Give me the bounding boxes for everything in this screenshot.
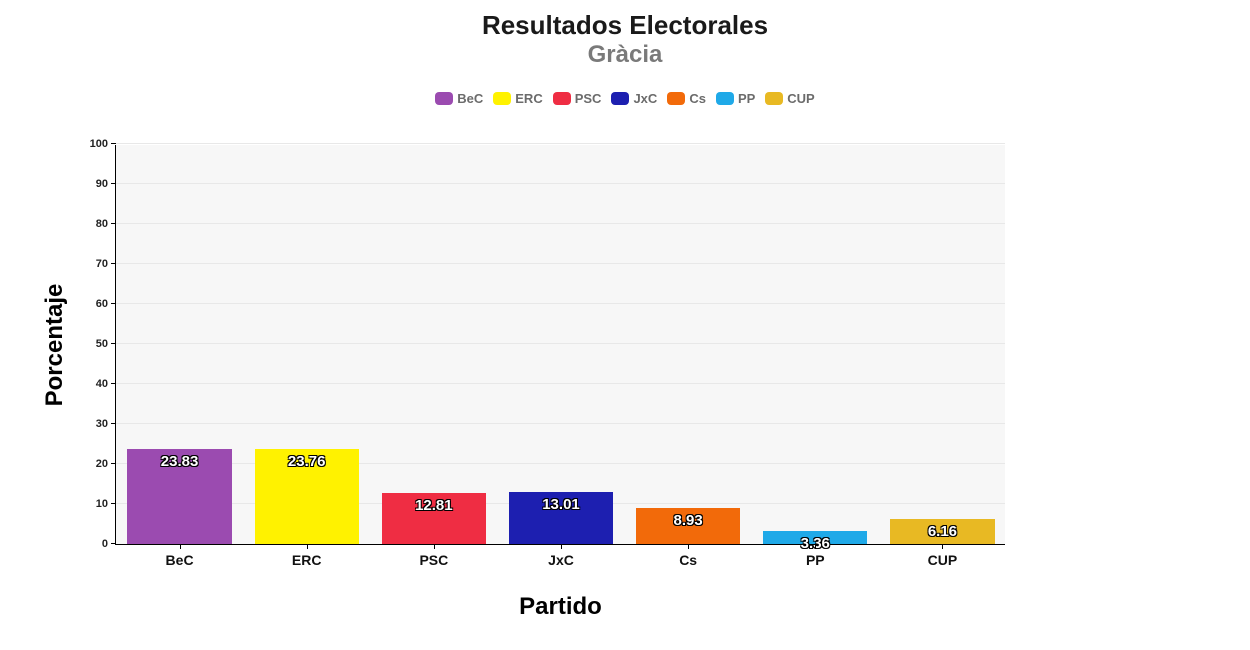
- ytick-label: 60: [96, 298, 116, 310]
- legend-item: ERC: [493, 91, 542, 106]
- xtick-label: BeC: [166, 544, 194, 568]
- legend-swatch: [667, 92, 685, 105]
- legend-swatch: [716, 92, 734, 105]
- ytick-label: 30: [96, 418, 116, 430]
- legend-swatch: [493, 92, 511, 105]
- legend-swatch: [553, 92, 571, 105]
- legend-label: CUP: [787, 91, 814, 106]
- bar: 3.36: [763, 531, 867, 544]
- legend-label: PSC: [575, 91, 602, 106]
- gridline: [116, 223, 1005, 224]
- legend-swatch: [435, 92, 453, 105]
- ytick-label: 10: [96, 498, 116, 510]
- gridline: [116, 343, 1005, 344]
- bar-value-label: 23.76: [288, 453, 326, 470]
- ytick-label: 0: [102, 538, 116, 550]
- legend-label: JxC: [633, 91, 657, 106]
- legend-label: Cs: [689, 91, 706, 106]
- xtick-label: PP: [806, 544, 825, 568]
- gridline: [116, 423, 1005, 424]
- legend-item: CUP: [765, 91, 814, 106]
- gridline: [116, 183, 1005, 184]
- ytick-label: 20: [96, 458, 116, 470]
- y-axis-label: Porcentaje: [41, 284, 69, 407]
- xtick-label: CUP: [928, 544, 958, 568]
- ytick-label: 70: [96, 258, 116, 270]
- bar: 12.81: [382, 493, 486, 544]
- bar-value-label: 13.01: [542, 496, 580, 513]
- plot-area: 010203040506070809010023.83BeC23.76ERC12…: [115, 145, 1005, 545]
- legend-label: PP: [738, 91, 755, 106]
- xtick-label: ERC: [292, 544, 322, 568]
- gridline: [116, 303, 1005, 304]
- legend-item: PSC: [553, 91, 602, 106]
- x-axis-label: Partido: [519, 593, 602, 621]
- bar: 23.76: [255, 449, 359, 544]
- ytick-label: 40: [96, 378, 116, 390]
- legend-item: Cs: [667, 91, 706, 106]
- bar-value-label: 12.81: [415, 497, 453, 514]
- ytick-label: 80: [96, 218, 116, 230]
- legend-label: BeC: [457, 91, 483, 106]
- ytick-label: 50: [96, 338, 116, 350]
- legend-item: PP: [716, 91, 755, 106]
- gridline: [116, 143, 1005, 144]
- legend-item: JxC: [611, 91, 657, 106]
- gridline: [116, 463, 1005, 464]
- xtick-label: JxC: [548, 544, 574, 568]
- bar-value-label: 6.16: [928, 523, 957, 540]
- legend-swatch: [765, 92, 783, 105]
- chart-legend: BeC ERC PSC JxC Cs PP CUP: [0, 91, 1250, 106]
- gridline: [116, 383, 1005, 384]
- gridline: [116, 263, 1005, 264]
- legend-swatch: [611, 92, 629, 105]
- legend-label: ERC: [515, 91, 542, 106]
- bar: 8.93: [636, 508, 740, 544]
- electoral-results-chart: Resultados Electorales Gràcia BeC ERC PSC J…: [0, 0, 1250, 650]
- bar-value-label: 8.93: [674, 512, 703, 529]
- bar: 23.83: [127, 449, 231, 544]
- chart-title: Resultados Electorales: [0, 0, 1250, 41]
- legend-item: BeC: [435, 91, 483, 106]
- bar: 6.16: [890, 519, 994, 544]
- bar: 13.01: [509, 492, 613, 544]
- ytick-label: 100: [90, 138, 116, 150]
- chart-subtitle: Gràcia: [0, 41, 1250, 69]
- xtick-label: PSC: [419, 544, 448, 568]
- xtick-label: Cs: [679, 544, 697, 568]
- bar-value-label: 23.83: [161, 453, 199, 470]
- ytick-label: 90: [96, 178, 116, 190]
